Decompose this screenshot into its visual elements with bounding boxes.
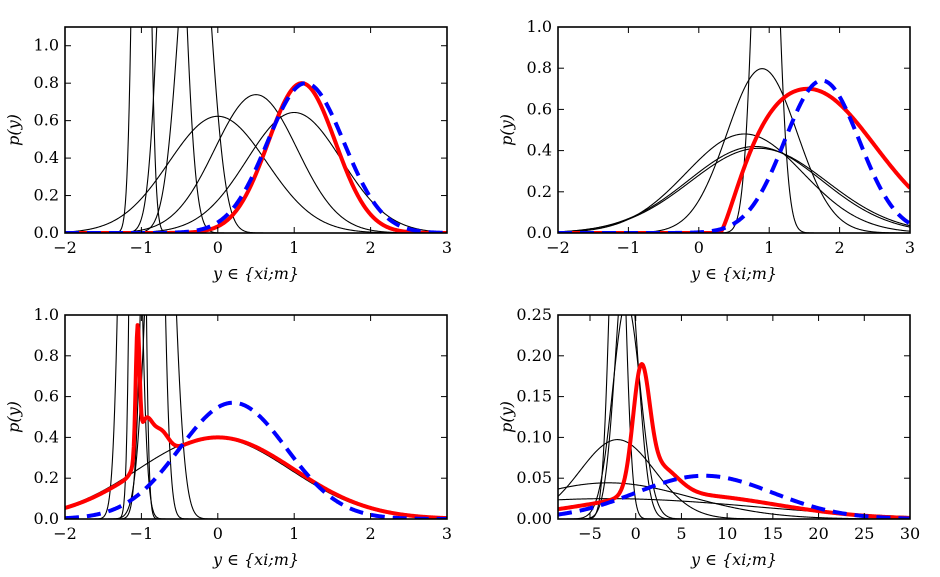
component-curve-3	[558, 315, 910, 519]
y-tick-label: 0.8	[527, 58, 552, 77]
x-tick-label: 25	[854, 524, 874, 543]
plot-area	[65, 27, 447, 233]
axes-frame	[557, 314, 911, 520]
y-tick-label: 0.0	[34, 223, 59, 242]
x-tick-label: 20	[808, 524, 828, 543]
gaussian-fit-curve	[65, 400, 447, 519]
component-curve-4	[558, 145, 910, 233]
mixture-curve	[558, 362, 910, 519]
y-tick-label: 1.0	[34, 36, 59, 55]
y-tick-label: 1.0	[527, 17, 552, 36]
y-axis-label: p(y)	[497, 114, 516, 146]
x-tick-label: 2	[366, 238, 376, 257]
y-tick-label: 0.6	[34, 387, 59, 406]
chart-panel-top-right: −2 −1 0 1 2 3 0.0 0.2 0.4 0.6 0.8 1.0 y ∈ {xi;m} p(y)	[497, 17, 915, 283]
component-curve-3	[558, 133, 910, 233]
y-tick-label: 0.15	[516, 387, 552, 406]
x-tick-label: 1	[289, 524, 299, 543]
component-curve-4	[65, 315, 447, 519]
chart-panel-bottom-left: −2 −1 0 1 2 3 0.0 0.2 0.4 0.6 0.8 1.0 y ∈ {xi;m} p(y)	[4, 305, 452, 569]
y-tick-label: 0.05	[516, 468, 552, 487]
component-curve-2	[65, 27, 447, 233]
chart-panel-bottom-right: −5 0 5 10 15 20 25 30 0.00 0.05 0.10 0.15 0.20 0.25 y …	[497, 305, 920, 569]
x-tick-label: −1	[130, 524, 154, 543]
gaussian-fit-curve	[558, 78, 910, 233]
plot-area	[558, 27, 910, 233]
y-tick-label: 0.10	[516, 427, 552, 446]
x-axis-label: y ∈ {xi;m}	[690, 550, 777, 569]
y-tick-label: 0.8	[34, 346, 59, 365]
x-axis-label: y ∈ {xi;m}	[212, 550, 299, 569]
y-tick-label: 1.0	[34, 305, 59, 324]
x-tick-label: −2	[546, 238, 570, 257]
chart-panel-top-left: −2 −1 0 1 2 3 0.0 0.2 0.4 0.6 0.8 1.0 y ∈ {xi;m} p(y)	[4, 26, 452, 283]
x-tick-label: 3	[442, 238, 452, 257]
mixture-curve	[558, 86, 910, 233]
x-tick-label: −2	[53, 238, 77, 257]
axes-frame	[557, 26, 911, 234]
x-tick-label: −1	[617, 238, 641, 257]
axes-frame	[64, 314, 448, 520]
y-tick-label: 0.4	[34, 148, 59, 167]
x-tick-label: 0	[694, 238, 704, 257]
x-tick-label: 3	[905, 238, 915, 257]
y-axis-label: p(y)	[497, 401, 516, 433]
x-tick-label: 1	[289, 238, 299, 257]
x-tick-label: 5	[676, 524, 686, 543]
x-axis-label: y ∈ {xi;m}	[690, 264, 777, 283]
gaussian-fit-curve	[65, 81, 447, 233]
x-tick-label: 15	[763, 524, 783, 543]
component-curve-3	[65, 315, 447, 519]
y-tick-label: 0.20	[516, 346, 552, 365]
x-tick-label: −1	[130, 238, 154, 257]
axes-frame	[64, 26, 448, 234]
x-tick-label: 0	[631, 524, 641, 543]
y-axis-label: p(y)	[4, 114, 23, 146]
x-tick-label: 0	[213, 524, 223, 543]
x-tick-label: 2	[366, 524, 376, 543]
y-tick-label: 0.2	[527, 182, 552, 201]
gaussian-fit-curve	[558, 473, 910, 519]
component-curve-5	[558, 147, 910, 233]
y-tick-label: 0.0	[34, 509, 59, 528]
x-tick-label: −5	[578, 524, 602, 543]
mixture-curve	[65, 323, 447, 519]
x-axis-label: y ∈ {xi;m}	[212, 264, 299, 283]
x-tick-label: 3	[442, 524, 452, 543]
plot-area	[65, 315, 447, 519]
plot-area	[558, 315, 910, 519]
component-curve-3	[65, 27, 447, 233]
y-tick-label: 0.4	[34, 427, 59, 446]
y-tick-label: 0.0	[527, 223, 552, 242]
x-tick-label: −2	[53, 524, 77, 543]
x-tick-label: 30	[900, 524, 920, 543]
y-tick-label: 0.8	[34, 73, 59, 92]
y-tick-label: 0.4	[527, 141, 552, 160]
x-tick-label: 0	[213, 238, 223, 257]
y-tick-label: 0.25	[516, 305, 552, 324]
y-axis-label: p(y)	[4, 401, 23, 433]
component-curve-5	[65, 437, 447, 519]
y-tick-label: 0.6	[34, 111, 59, 130]
x-tick-label: 10	[717, 524, 737, 543]
component-curve-2	[558, 27, 910, 233]
y-tick-label: 0.2	[34, 186, 59, 205]
component-curve-2	[558, 315, 910, 519]
y-tick-label: 0.00	[516, 509, 552, 528]
y-tick-label: 0.6	[527, 99, 552, 118]
x-tick-label: 1	[764, 238, 774, 257]
mixture-curve	[65, 81, 447, 233]
x-tick-label: 2	[835, 238, 845, 257]
component-curve-1	[65, 27, 447, 233]
y-tick-label: 0.2	[34, 468, 59, 487]
